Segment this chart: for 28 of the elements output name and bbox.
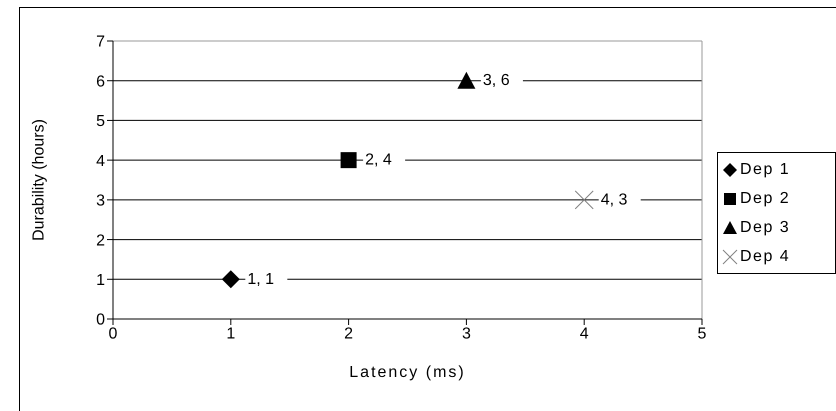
data-label: 2, 4 <box>365 152 392 169</box>
y-tick-label: 7 <box>96 34 106 51</box>
legend-label: Dep 2 <box>740 190 790 208</box>
legend-label: Dep 4 <box>740 248 790 266</box>
data-label: 3, 6 <box>482 72 510 90</box>
y-axis-title: Durability (hours) <box>30 119 48 241</box>
y-tick-label: 4 <box>96 152 106 170</box>
y-tick-label: 6 <box>96 73 106 90</box>
point <box>340 152 357 168</box>
y-tick-label: 1 <box>96 272 106 289</box>
x-tick-label: 2 <box>344 325 354 342</box>
legend-label: Dep 1 <box>740 160 790 178</box>
point <box>574 190 594 210</box>
x-tick-label: 1 <box>226 325 236 342</box>
data-label: 4, 3 <box>600 191 628 208</box>
legend-label: Dep 3 <box>740 218 790 236</box>
y-tick-label: 0 <box>96 312 106 329</box>
x-tick-label: 3 <box>462 325 471 342</box>
x-tick-label: 0 <box>108 325 118 342</box>
y-tick-label: 5 <box>96 113 106 130</box>
data-label: 1, 1 <box>247 270 274 288</box>
y-tick-label: 3 <box>96 192 106 210</box>
point <box>222 270 240 288</box>
x-tick-label: 5 <box>698 325 707 342</box>
x-tick-label: 4 <box>580 325 589 342</box>
y-tick-label: 2 <box>96 232 106 250</box>
point <box>457 72 476 89</box>
x-axis-title: Latency (ms) <box>349 364 466 381</box>
